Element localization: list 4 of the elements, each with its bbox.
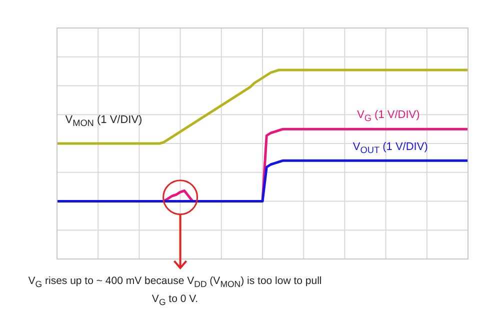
series-label: V$_{MON}$ (1 V/DIV): [65, 114, 142, 128]
text: V$_{G}$ rises up to ~ 400 mV because V$_{DD}$ (V$_{MON}$) is too low to pull V$_{G}$ to 0 V.: [28, 275, 322, 308]
series-label: V$_{G}$ (1 V/DIV): [357, 109, 420, 124]
series-label: V$_{OUT}$ (1 V/DIV): [352, 140, 428, 155]
